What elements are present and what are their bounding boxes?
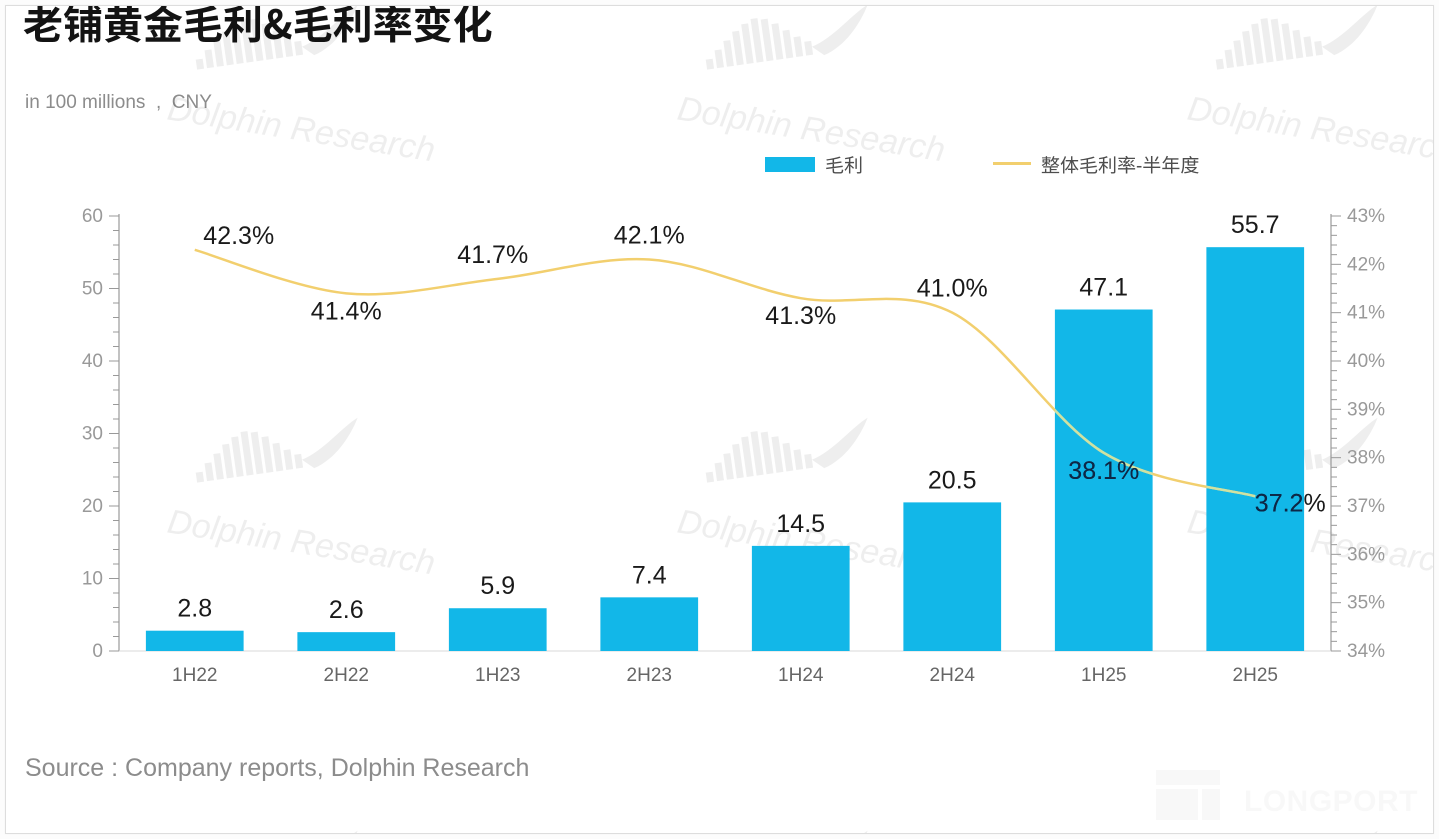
svg-text:42.1%: 42.1% bbox=[614, 222, 685, 250]
svg-text:20.5: 20.5 bbox=[928, 466, 977, 494]
svg-text:42%: 42% bbox=[1347, 254, 1385, 275]
svg-text:5.9: 5.9 bbox=[480, 572, 515, 600]
svg-text:41.3%: 41.3% bbox=[765, 302, 836, 330]
svg-text:1H23: 1H23 bbox=[475, 665, 520, 686]
svg-text:47.1: 47.1 bbox=[1079, 274, 1128, 302]
svg-text:1H24: 1H24 bbox=[778, 665, 824, 686]
svg-text:42.3%: 42.3% bbox=[203, 222, 274, 250]
svg-text:60: 60 bbox=[82, 206, 103, 227]
svg-text:41.7%: 41.7% bbox=[457, 241, 528, 269]
svg-text:40%: 40% bbox=[1347, 351, 1385, 372]
svg-text:2H24: 2H24 bbox=[930, 665, 976, 686]
svg-text:41.0%: 41.0% bbox=[917, 275, 988, 303]
svg-text:39%: 39% bbox=[1347, 399, 1385, 420]
svg-text:36%: 36% bbox=[1347, 544, 1385, 565]
svg-text:20: 20 bbox=[82, 496, 103, 517]
svg-text:2.6: 2.6 bbox=[329, 596, 364, 624]
svg-text:7.4: 7.4 bbox=[632, 561, 667, 589]
svg-text:30: 30 bbox=[82, 424, 103, 445]
svg-text:50: 50 bbox=[82, 279, 103, 300]
svg-text:34%: 34% bbox=[1347, 641, 1385, 662]
svg-text:35%: 35% bbox=[1347, 593, 1385, 614]
svg-text:55.7: 55.7 bbox=[1231, 211, 1280, 239]
svg-text:41.4%: 41.4% bbox=[311, 297, 382, 325]
svg-text:0: 0 bbox=[92, 641, 103, 662]
svg-text:37%: 37% bbox=[1347, 496, 1385, 517]
svg-text:2H22: 2H22 bbox=[324, 665, 369, 686]
svg-text:2H25: 2H25 bbox=[1233, 665, 1278, 686]
svg-text:43%: 43% bbox=[1347, 206, 1385, 227]
svg-text:2H23: 2H23 bbox=[627, 665, 672, 686]
svg-text:2.8: 2.8 bbox=[177, 595, 212, 623]
svg-text:14.5: 14.5 bbox=[776, 510, 825, 538]
svg-text:1H22: 1H22 bbox=[172, 665, 217, 686]
svg-text:10: 10 bbox=[82, 569, 103, 590]
svg-text:40: 40 bbox=[82, 351, 103, 372]
svg-text:1H25: 1H25 bbox=[1081, 665, 1126, 686]
svg-text:38%: 38% bbox=[1347, 448, 1385, 469]
svg-text:38.1%: 38.1% bbox=[1068, 457, 1139, 485]
svg-text:41%: 41% bbox=[1347, 303, 1385, 324]
